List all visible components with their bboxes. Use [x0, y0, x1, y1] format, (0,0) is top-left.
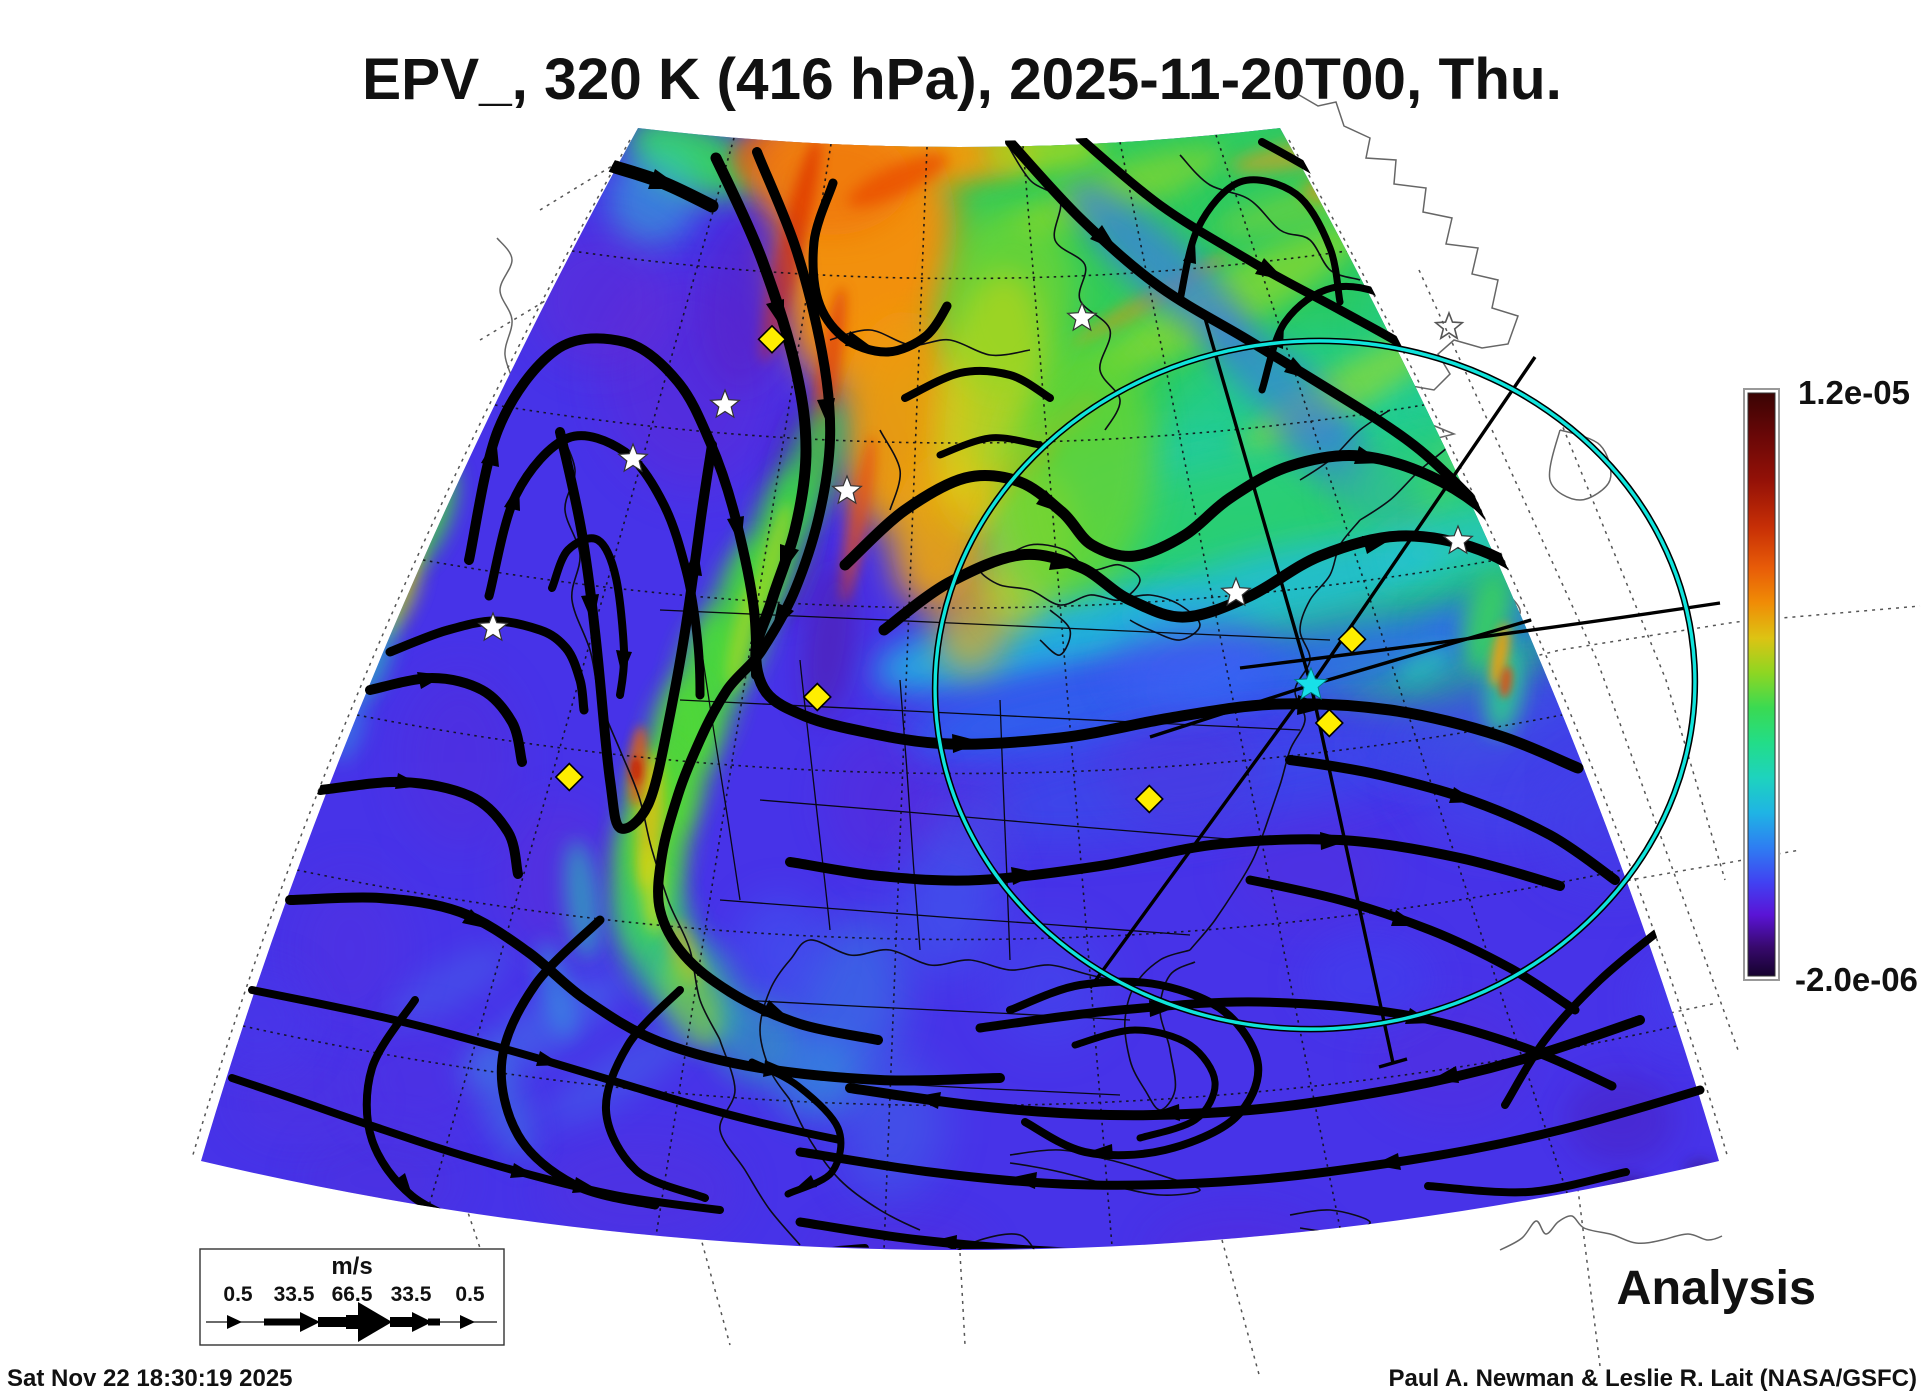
- svg-text:66.5: 66.5: [332, 1283, 373, 1306]
- svg-text:EPV_, 320 K (416 hPa), 2025-11: EPV_, 320 K (416 hPa), 2025-11-20T00, Th…: [362, 47, 1562, 112]
- svg-text:-2.0e-06: -2.0e-06: [1795, 961, 1918, 998]
- svg-text:33.5: 33.5: [274, 1283, 315, 1306]
- svg-text:0.5: 0.5: [455, 1283, 485, 1306]
- svg-text:1.2e-05: 1.2e-05: [1798, 374, 1910, 411]
- svg-text:33.5: 33.5: [391, 1283, 432, 1306]
- svg-text:Paul A. Newman & Leslie R. Lai: Paul A. Newman & Leslie R. Lait (NASA/GS…: [1388, 1365, 1917, 1392]
- svg-text:Sat Nov 22 18:30:19 2025: Sat Nov 22 18:30:19 2025: [7, 1365, 293, 1392]
- svg-text:Analysis: Analysis: [1617, 1261, 1817, 1315]
- svg-text:0.5: 0.5: [223, 1283, 253, 1306]
- svg-text:m/s: m/s: [331, 1253, 372, 1280]
